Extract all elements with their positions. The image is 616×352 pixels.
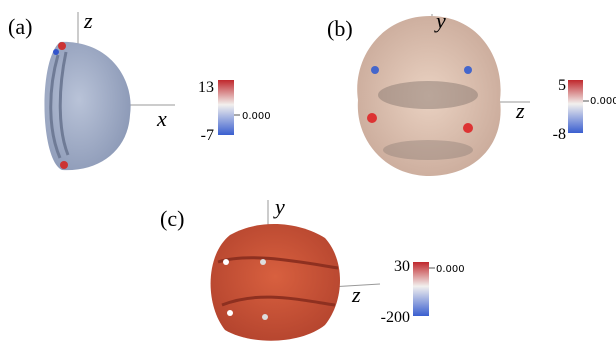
axis-label: x [156,106,167,131]
panel-label: (a) [8,14,32,39]
panel-label: (b) [327,16,353,41]
colorbar [218,80,234,135]
hotspot [227,310,233,316]
hotspot [464,66,472,74]
axis-label: y [434,8,446,33]
panel-c: (c) y z 30 0.000 -200 [160,194,465,341]
hotspot [367,113,377,123]
axis-label: z [351,282,361,307]
figure: (a) z x 13 0.000 -7 (b) y z 5 0.000 -8 [0,0,616,352]
panel-label: (c) [160,206,184,231]
colorbar [568,80,583,133]
axis-label: z [83,8,93,33]
hotspot [58,42,66,50]
colorbar-max: 30 [394,258,410,275]
fold [383,140,473,160]
colorbar-max: 13 [198,79,214,96]
colorbar [413,262,429,316]
hotspot [262,314,268,320]
hotspot [463,123,473,133]
panel-a: (a) z x 13 0.000 -7 [8,8,271,170]
colorbar-mid: 0.000 [436,264,465,275]
colorbar-min: -200 [381,309,410,326]
surface [211,224,340,341]
colorbar-min: -8 [553,126,566,143]
colorbar-max: 5 [558,77,566,94]
hotspot [60,161,68,169]
axis-label: z [515,98,525,123]
colorbar-mid: 0.000 [242,111,271,122]
axis-label: y [273,194,285,219]
fold [378,81,478,109]
hotspot [223,259,229,265]
colorbar-min: -7 [201,127,214,144]
hotspot [53,49,59,55]
panel-b: (b) y z 5 0.000 -8 [327,8,616,176]
hotspot [371,66,379,74]
colorbar-mid: 0.000 [590,96,616,107]
hotspot [260,259,266,265]
